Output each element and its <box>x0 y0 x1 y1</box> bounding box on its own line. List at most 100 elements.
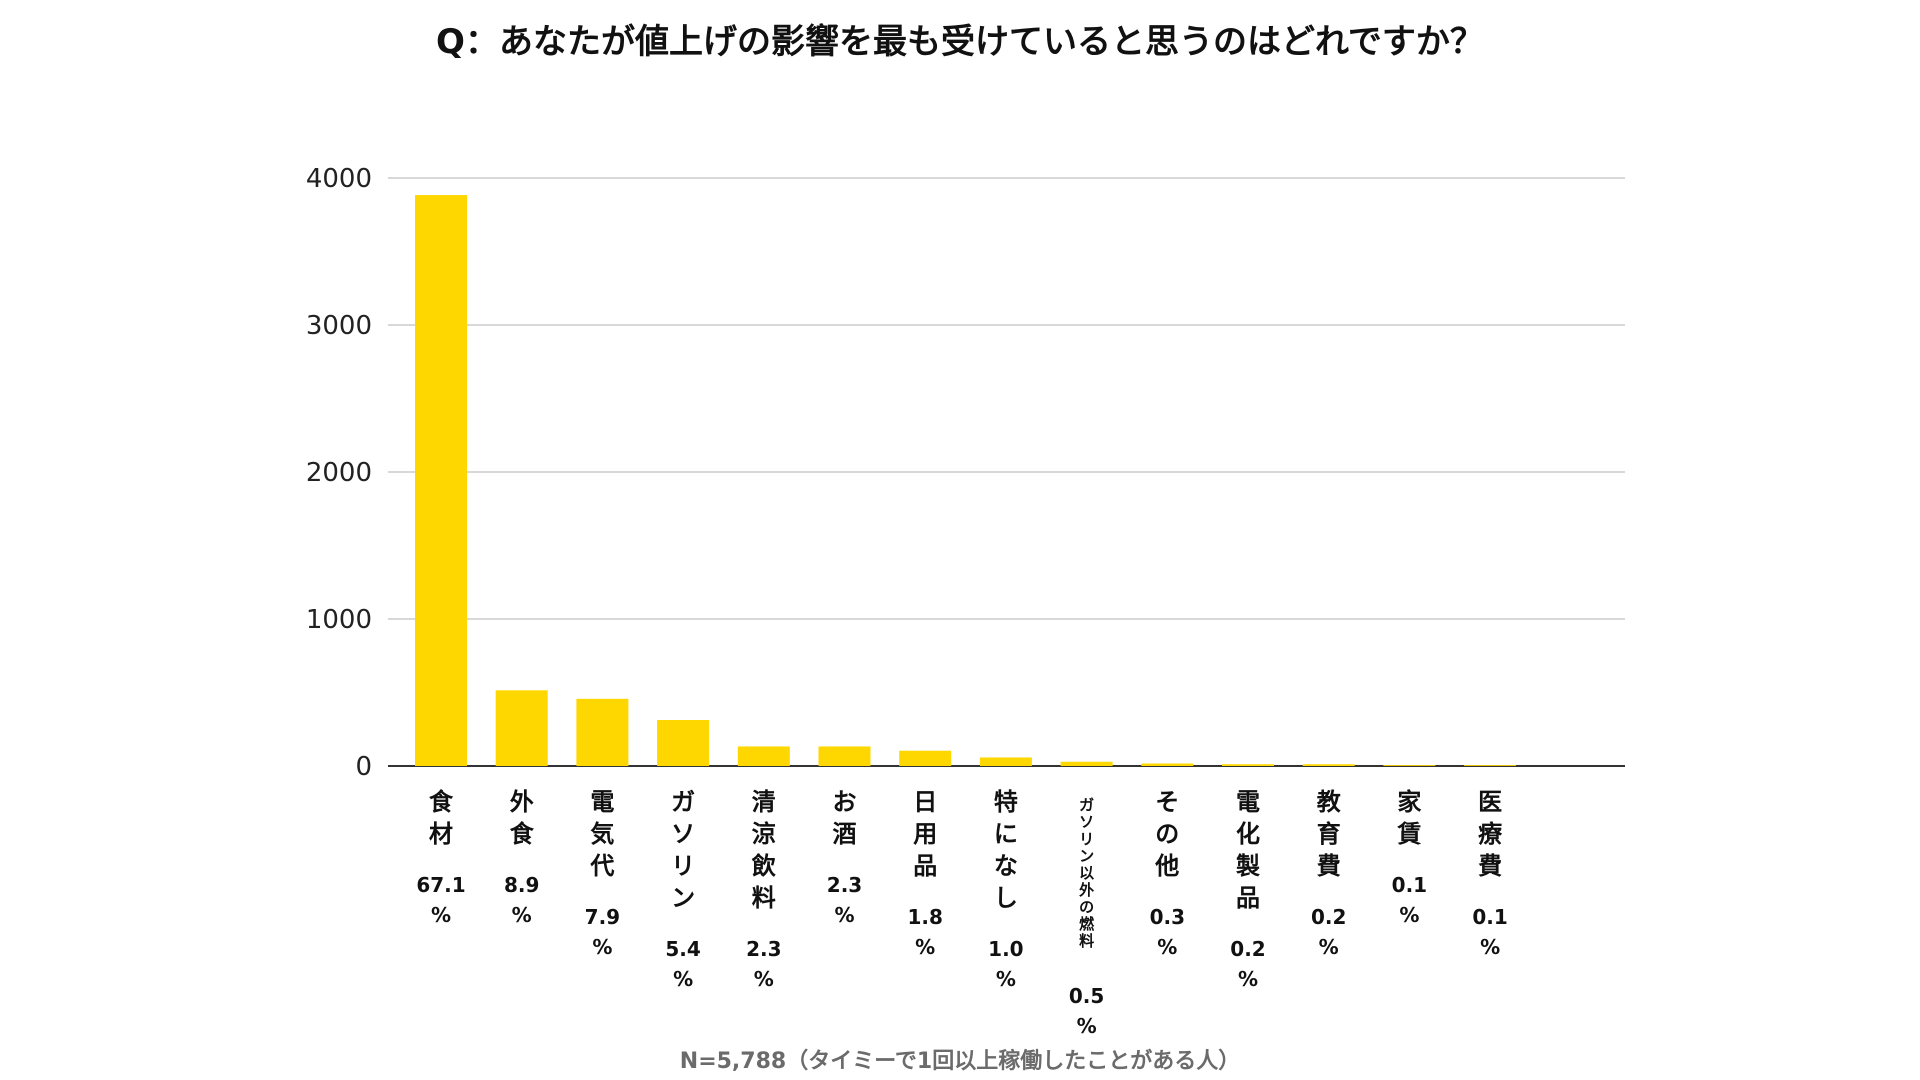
svg-text:ン: ン <box>1079 847 1094 865</box>
svg-text:0.2: 0.2 <box>1230 937 1265 961</box>
x-percent-label: 7.9% <box>585 905 620 959</box>
svg-text:飲: 飲 <box>751 852 777 880</box>
svg-text:2.3: 2.3 <box>827 873 862 897</box>
svg-text:%: % <box>834 903 854 927</box>
svg-text:0.1: 0.1 <box>1472 905 1507 929</box>
x-category-label: 日用品 <box>913 788 937 880</box>
svg-text:%: % <box>592 935 612 959</box>
svg-text:品: 品 <box>913 852 937 880</box>
svg-text:の: の <box>1155 820 1179 848</box>
x-percent-label: 0.1% <box>1392 873 1427 927</box>
svg-text:食: 食 <box>510 820 535 848</box>
svg-text:1.0: 1.0 <box>988 937 1023 961</box>
svg-text:気: 気 <box>590 820 614 848</box>
bar-5 <box>737 746 790 766</box>
svg-text:ソ: ソ <box>671 820 695 848</box>
svg-text:日: 日 <box>913 788 937 816</box>
x-percent-label: 0.5% <box>1069 984 1104 1038</box>
svg-text:教: 教 <box>1317 788 1342 816</box>
x-category-label: お酒 <box>833 788 857 848</box>
svg-text:し: し <box>994 884 1018 912</box>
svg-text:%: % <box>996 967 1016 991</box>
svg-text:に: に <box>994 820 1018 848</box>
svg-text:電: 電 <box>590 788 614 816</box>
svg-text:%: % <box>431 903 451 927</box>
bar-12 <box>1302 764 1355 766</box>
x-percent-label: 8.9% <box>504 873 539 927</box>
x-category-label: その他 <box>1154 788 1179 880</box>
bar-3 <box>576 698 629 766</box>
x-percent-label: 0.2% <box>1230 937 1265 991</box>
svg-text:%: % <box>673 967 693 991</box>
svg-text:そ: そ <box>1155 788 1179 816</box>
sample-size-note: N=5,788（タイミーで1回以上稼働したことがある人） <box>679 1049 1241 1074</box>
svg-text:料: 料 <box>1079 932 1094 950</box>
svg-text:ガ: ガ <box>671 788 695 816</box>
x-category-label: 電気代 <box>589 788 614 880</box>
svg-text:化: 化 <box>1236 820 1260 848</box>
svg-text:ソ: ソ <box>1079 813 1094 831</box>
x-percent-label: 5.4% <box>665 937 700 991</box>
svg-text:リ: リ <box>671 852 695 880</box>
svg-text:清: 清 <box>752 788 776 816</box>
svg-text:他: 他 <box>1154 852 1179 880</box>
svg-text:涼: 涼 <box>752 820 776 848</box>
svg-text:8.9: 8.9 <box>504 873 539 897</box>
svg-text:電: 電 <box>1236 788 1260 816</box>
svg-text:品: 品 <box>1236 884 1260 912</box>
svg-text:酒: 酒 <box>833 820 857 848</box>
svg-text:食: 食 <box>429 788 454 816</box>
svg-text:費: 費 <box>1317 852 1341 880</box>
x-percent-label: 67.1% <box>416 873 465 927</box>
svg-text:%: % <box>1399 903 1419 927</box>
x-percent-label: 0.2% <box>1311 905 1346 959</box>
bar-7 <box>899 750 952 766</box>
svg-text:費: 費 <box>1478 852 1502 880</box>
svg-text:お: お <box>833 788 857 816</box>
y-tick-label: 1000 <box>306 605 372 635</box>
svg-text:育: 育 <box>1317 820 1341 848</box>
bar-6 <box>818 746 871 766</box>
svg-text:67.1: 67.1 <box>416 873 465 897</box>
svg-text:以: 以 <box>1079 864 1094 882</box>
bar-10 <box>1141 763 1194 766</box>
svg-text:ン: ン <box>671 884 695 912</box>
svg-text:%: % <box>915 935 935 959</box>
svg-text:代: 代 <box>589 852 614 880</box>
svg-text:賃: 賃 <box>1396 820 1421 848</box>
svg-text:の: の <box>1079 898 1094 916</box>
svg-text:1.8: 1.8 <box>907 905 942 929</box>
svg-text:%: % <box>754 967 774 991</box>
bar-8 <box>979 757 1032 766</box>
x-category-label: 家賃 <box>1396 788 1421 848</box>
y-tick-label: 3000 <box>306 311 372 341</box>
x-percent-label: 2.3% <box>827 873 862 927</box>
y-tick-label: 0 <box>355 752 372 782</box>
x-percent-label: 2.3% <box>746 937 781 991</box>
svg-text:燃: 燃 <box>1079 915 1095 933</box>
x-category-label: 教育費 <box>1317 788 1342 880</box>
bar-14 <box>1464 765 1517 766</box>
svg-text:%: % <box>1480 935 1500 959</box>
bar-11 <box>1222 764 1274 766</box>
svg-text:特: 特 <box>994 788 1018 816</box>
svg-text:0.2: 0.2 <box>1311 905 1346 929</box>
bar-1 <box>415 195 467 766</box>
svg-text:医: 医 <box>1478 788 1502 816</box>
svg-text:用: 用 <box>913 820 937 848</box>
bar-2 <box>495 690 548 766</box>
svg-text:%: % <box>1077 1014 1097 1038</box>
svg-text:0.3: 0.3 <box>1150 905 1185 929</box>
bar-13 <box>1383 765 1436 766</box>
svg-text:7.9: 7.9 <box>585 905 620 929</box>
svg-text:製: 製 <box>1236 852 1260 880</box>
svg-text:%: % <box>1157 935 1177 959</box>
svg-text:ガ: ガ <box>1079 796 1094 814</box>
